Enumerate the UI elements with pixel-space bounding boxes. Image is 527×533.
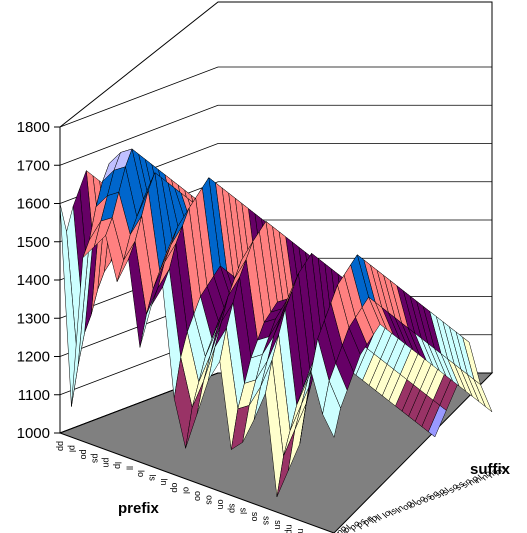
z-tick-label: 1700 [17,157,50,174]
gridline [59,66,492,128]
x-tick-label: po [79,449,89,459]
x-tick-label: sl [239,508,249,514]
x-tick-label: sp [227,504,237,514]
x-tick-label: ss [262,516,272,526]
gridline [59,104,492,166]
z-tick-label: 1600 [17,196,50,213]
x-tick-label: so [250,512,260,522]
x-tick-label: sn [273,520,283,530]
x-tick-label: os [204,495,214,505]
z-tick-label: 1300 [17,310,50,327]
x-tick-label: ol [182,487,192,494]
x-tick-label: pl [67,445,77,452]
x-tick-label: ll [125,466,135,470]
y-tick-label: sl [440,486,452,498]
x-tick-label: oo [193,491,203,501]
z-tick-label: 1400 [17,272,50,289]
z-tick-label: 1000 [17,425,50,442]
y-axis-title: suffix [470,461,511,478]
z-tick-label: 1200 [17,349,50,366]
x-axis-title: prefix [118,500,160,517]
y-tick-label: pp [334,523,348,533]
x-tick-label: ln [159,479,169,486]
x-tick-label: pp [56,441,66,451]
x-tick-label: np [284,524,294,533]
x-tick-label: lp [113,462,123,469]
x-tick-label: op [170,483,180,493]
z-tick-label: 1800 [17,119,50,136]
x-tick-label: nl [296,529,306,533]
z-tick-label: 1500 [17,234,50,251]
x-tick-label: on [216,499,226,509]
y-axis-ticks: ppplpopspnlplllolslnopolooosonspslsosssn… [334,463,506,533]
y-tick-label: pl [341,523,353,533]
x-tick-label: pn [102,458,112,468]
surface-cell [322,380,341,439]
surface-mesh [59,148,493,497]
x-tick-label: lo [136,470,146,477]
y-tick-label: ll [374,513,384,523]
z-tick-label: 1100 [18,387,50,404]
x-tick-label: ps [90,454,100,464]
z-axis-ticks: 1000 1100 1200 1300 1400 1500 1600 1700 1800 [17,119,60,442]
x-tick-label: ls [147,474,157,481]
